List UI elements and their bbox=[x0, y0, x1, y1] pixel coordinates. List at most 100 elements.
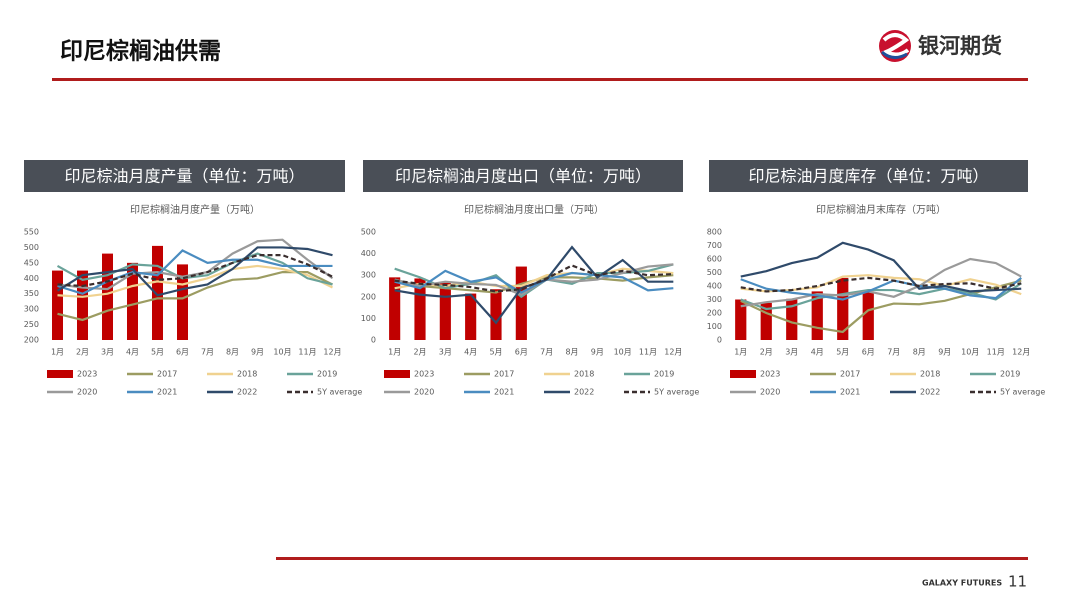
chart-title: 印尼棕榈油月度出口量（万吨） bbox=[464, 203, 604, 216]
bar bbox=[786, 298, 798, 340]
x-tick-label: 6月 bbox=[862, 348, 875, 357]
legend-label: 5Y average bbox=[654, 388, 699, 397]
legend-label: 2019 bbox=[654, 370, 674, 379]
panel-header bbox=[709, 160, 1028, 192]
y-tick-label: 700 bbox=[707, 241, 722, 250]
legend-label: 2017 bbox=[840, 370, 860, 379]
bar bbox=[152, 245, 163, 340]
legend-label: 2023 bbox=[77, 370, 97, 379]
legend-label: 2020 bbox=[77, 388, 97, 397]
line-series bbox=[740, 257, 1022, 308]
legend-label: 2017 bbox=[157, 370, 177, 379]
x-tick-label: 9月 bbox=[938, 348, 951, 357]
x-tick-label: 4月 bbox=[811, 348, 824, 357]
x-tick-label: 8月 bbox=[565, 348, 578, 357]
legend-label: 2018 bbox=[237, 370, 257, 379]
footer-brand: GALAXY FUTURES bbox=[922, 579, 1002, 588]
line-series bbox=[394, 245, 674, 325]
x-tick-label: 10月 bbox=[614, 348, 632, 357]
x-tick-label: 2月 bbox=[76, 348, 89, 357]
page-number: 11 bbox=[1008, 573, 1027, 591]
line-series bbox=[740, 274, 1022, 296]
line-series bbox=[57, 254, 333, 288]
x-tick-label: 11月 bbox=[298, 348, 316, 357]
footer-rule bbox=[276, 557, 1028, 560]
y-tick-label: 450 bbox=[24, 258, 39, 267]
bar bbox=[811, 291, 823, 340]
line-series bbox=[57, 271, 333, 322]
line-series bbox=[740, 282, 1022, 311]
header-rule bbox=[52, 78, 1028, 81]
y-tick-label: 300 bbox=[707, 295, 722, 304]
x-tick-label: 9月 bbox=[591, 348, 604, 357]
line-series bbox=[740, 276, 1022, 293]
chart: 印尼棕油月度库存（单位：万吨） 印尼棕榈油月末库存（万吨） 0 100 200 300 40… bbox=[707, 160, 1045, 397]
panel-heading: 印尼棕油月度库存（单位：万吨） bbox=[748, 167, 988, 186]
panel-header bbox=[363, 160, 683, 192]
legend-label: 5Y average bbox=[1000, 388, 1045, 397]
x-tick-label: 11月 bbox=[987, 348, 1005, 357]
x-tick-label: 2月 bbox=[413, 348, 426, 357]
bar bbox=[439, 282, 451, 340]
y-tick-label: 0 bbox=[371, 336, 376, 345]
x-tick-label: 9月 bbox=[251, 348, 264, 357]
line-series bbox=[57, 264, 333, 298]
x-tick-label: 3月 bbox=[101, 348, 114, 357]
legend-label: 2020 bbox=[760, 388, 780, 397]
y-tick-label: 500 bbox=[24, 243, 39, 252]
y-tick-label: 500 bbox=[361, 228, 376, 237]
x-tick-label: 8月 bbox=[226, 348, 239, 357]
y-tick-label: 800 bbox=[707, 228, 722, 237]
legend-label: 5Y average bbox=[317, 388, 362, 397]
chart: 印尼棕油月度产量（单位：万吨） 印尼棕榈油月度产量（万吨） 200 250 300 350… bbox=[24, 160, 362, 397]
bar bbox=[389, 277, 401, 340]
y-tick-label: 500 bbox=[707, 268, 722, 277]
y-tick-label: 350 bbox=[24, 289, 39, 298]
x-tick-label: 1月 bbox=[51, 348, 64, 357]
legend-label: 2022 bbox=[237, 388, 257, 397]
x-tick-label: 7月 bbox=[887, 348, 900, 357]
panel-heading: 印尼棕油月度产量（单位：万吨） bbox=[64, 167, 304, 186]
x-tick-label: 6月 bbox=[515, 348, 528, 357]
x-tick-label: 1月 bbox=[388, 348, 401, 357]
legend-label: 2019 bbox=[1000, 370, 1020, 379]
logo bbox=[879, 30, 911, 62]
bar bbox=[414, 278, 426, 340]
bar bbox=[735, 299, 747, 340]
x-tick-label: 3月 bbox=[439, 348, 452, 357]
x-tick-label: 7月 bbox=[540, 348, 553, 357]
x-tick-label: 8月 bbox=[913, 348, 926, 357]
legend-label: 2022 bbox=[574, 388, 594, 397]
panel-heading: 印尼棕榈油月度出口（单位：万吨） bbox=[395, 167, 651, 186]
line-series bbox=[740, 241, 1022, 293]
legend-label: 2020 bbox=[414, 388, 434, 397]
bar bbox=[465, 293, 477, 340]
line-series bbox=[394, 264, 674, 293]
bar bbox=[837, 277, 849, 340]
chart-title: 印尼棕榈油月度产量（万吨） bbox=[130, 203, 260, 216]
legend-label: 2019 bbox=[317, 370, 337, 379]
y-tick-label: 0 bbox=[717, 336, 722, 345]
legend-label: 2023 bbox=[414, 370, 434, 379]
legend-label: 2018 bbox=[920, 370, 940, 379]
legend-label: 2021 bbox=[157, 388, 177, 397]
legend-label: 2022 bbox=[920, 388, 940, 397]
brand: 银河期货 bbox=[918, 34, 1002, 58]
x-tick-label: 10月 bbox=[961, 348, 979, 357]
y-tick-label: 100 bbox=[361, 314, 376, 323]
x-tick-label: 5月 bbox=[489, 348, 502, 357]
y-tick-label: 300 bbox=[361, 271, 376, 280]
y-tick-label: 200 bbox=[361, 292, 376, 301]
x-tick-label: 4月 bbox=[464, 348, 477, 357]
y-tick-label: 550 bbox=[24, 228, 39, 237]
logo-swoosh bbox=[881, 33, 910, 57]
logo-swoosh-blue bbox=[880, 50, 908, 59]
x-tick-label: 12月 bbox=[664, 348, 682, 357]
y-tick-label: 200 bbox=[707, 309, 722, 318]
y-tick-label: 100 bbox=[707, 322, 722, 331]
bar bbox=[515, 266, 527, 340]
x-tick-label: 2月 bbox=[760, 348, 773, 357]
legend-label: 2017 bbox=[494, 370, 514, 379]
bar bbox=[127, 262, 138, 340]
